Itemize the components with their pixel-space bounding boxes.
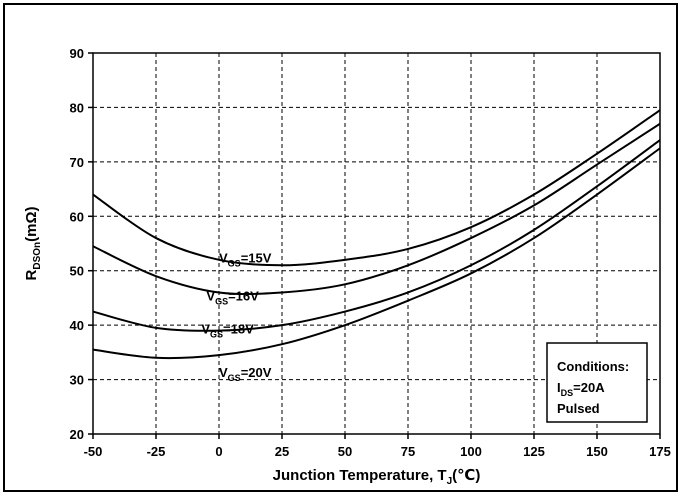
x-tick-label: 25 bbox=[275, 444, 289, 459]
plot-area-border bbox=[92, 52, 661, 435]
x-tick-label: 75 bbox=[401, 444, 415, 459]
series-labels: VGS=15V VGS=16V VGS=18V VGS=20V bbox=[201, 251, 271, 383]
x-axis-ticks: -50 -25 0 25 50 75 100 125 150 175 bbox=[84, 434, 671, 459]
series-line-16v bbox=[92, 122, 661, 296]
x-axis-title-unit: (℃) bbox=[452, 467, 480, 484]
x-tick-label: -25 bbox=[147, 444, 166, 459]
series-line-20v bbox=[92, 147, 661, 360]
x-tick-label: 50 bbox=[338, 444, 352, 459]
x-tick-label: 150 bbox=[586, 444, 608, 459]
y-axis-title-unit: (mΩ) bbox=[23, 207, 40, 242]
y-axis-ticks: 20 30 40 50 60 70 80 90 bbox=[70, 46, 93, 442]
y-tick-label: 90 bbox=[70, 46, 84, 61]
conditions-current-value: =20A bbox=[573, 380, 605, 395]
y-tick-label: 30 bbox=[70, 373, 84, 388]
series-lines bbox=[92, 109, 661, 360]
series-label: VGS=15V bbox=[219, 251, 272, 269]
series-label: VGS=16V bbox=[206, 289, 259, 307]
x-axis-title: Junction Temperature, TJ(℃) bbox=[273, 467, 481, 487]
x-axis-title-subscript: J bbox=[447, 476, 453, 487]
x-axis-title-main: Junction Temperature, T bbox=[273, 467, 447, 484]
x-tick-label: 0 bbox=[215, 444, 222, 459]
grid bbox=[93, 53, 660, 434]
y-tick-label: 20 bbox=[70, 427, 84, 442]
series-label: VGS=20V bbox=[219, 365, 272, 383]
y-tick-label: 40 bbox=[70, 318, 84, 333]
y-axis-title-main: R bbox=[23, 269, 40, 280]
x-tick-label: 175 bbox=[649, 444, 671, 459]
series-line-15v bbox=[92, 109, 661, 267]
y-tick-label: 50 bbox=[70, 264, 84, 279]
series-label: VGS=18V bbox=[201, 321, 254, 339]
y-axis-title: RDSOn(mΩ) bbox=[23, 207, 43, 281]
y-tick-label: 60 bbox=[70, 209, 84, 224]
series-line-18v bbox=[92, 139, 661, 332]
conditions-title: Conditions: bbox=[557, 359, 629, 374]
conditions-box: Conditions: IDS=20A Pulsed bbox=[546, 342, 648, 423]
conditions-current-subscript: DS bbox=[561, 388, 574, 398]
y-axis-title-subscript: DSOn bbox=[32, 242, 43, 270]
conditions-border bbox=[546, 342, 648, 423]
x-tick-label: 100 bbox=[460, 444, 482, 459]
y-tick-label: 80 bbox=[70, 100, 84, 115]
conditions-current-symbol: I bbox=[557, 380, 561, 395]
x-tick-label: 125 bbox=[523, 444, 545, 459]
y-tick-label: 70 bbox=[70, 155, 84, 170]
conditions-current: IDS=20A bbox=[557, 380, 605, 398]
x-tick-label: -50 bbox=[84, 444, 103, 459]
conditions-mode: Pulsed bbox=[557, 401, 600, 416]
